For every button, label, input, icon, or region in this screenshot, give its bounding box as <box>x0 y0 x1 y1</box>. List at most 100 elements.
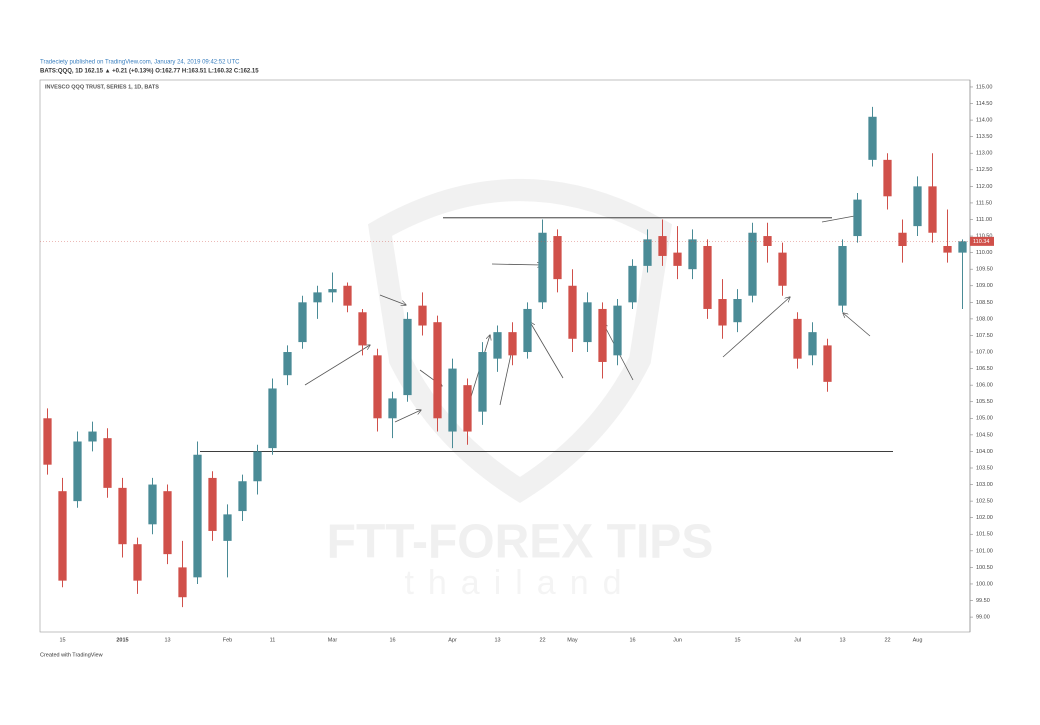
arrow <box>394 410 421 423</box>
y-tick-label: 109.00 <box>976 283 993 289</box>
candle-body <box>808 332 817 356</box>
x-tick-label: 16 <box>629 637 635 643</box>
candle-body <box>418 305 427 326</box>
y-tick-label: 104.50 <box>976 432 993 438</box>
arrow <box>304 345 370 386</box>
x-tick-label: 15 <box>734 637 740 643</box>
arrow <box>491 264 542 265</box>
candle-body <box>883 159 892 197</box>
y-tick-label: 112.50 <box>976 167 992 173</box>
candle-body <box>793 318 802 359</box>
candle-body <box>538 232 547 303</box>
candle-body <box>58 491 67 581</box>
candle-body <box>208 477 217 531</box>
candle-body <box>163 491 172 555</box>
x-tick-label: 22 <box>539 637 545 643</box>
arrow <box>530 322 564 379</box>
x-tick-label: Feb <box>223 637 232 643</box>
candle-body <box>958 241 967 253</box>
candle-body <box>433 322 442 419</box>
y-tick-label: 110.50 <box>976 234 992 240</box>
candle-body <box>628 265 637 303</box>
y-tick-label: 103.00 <box>976 482 993 488</box>
candle-body <box>508 332 517 356</box>
candle-body <box>598 308 607 362</box>
candle-body <box>583 302 592 343</box>
candle-body <box>658 236 667 256</box>
y-tick-label: 111.00 <box>976 217 992 223</box>
candle-body <box>493 332 502 359</box>
candle-body <box>898 232 907 246</box>
candle-body <box>298 302 307 343</box>
candle-body <box>613 305 622 356</box>
y-tick-label: 100.00 <box>976 581 993 587</box>
annotation-arrows <box>304 215 871 423</box>
x-tick-label: 16 <box>389 637 395 643</box>
candle-body <box>913 186 922 227</box>
candle-body <box>313 292 322 303</box>
candle-body <box>688 239 697 270</box>
y-tick-label: 101.50 <box>976 532 993 538</box>
candle-body <box>643 239 652 266</box>
y-tick-label: 99.00 <box>976 615 990 621</box>
candle-body <box>823 345 832 382</box>
arrow <box>843 313 871 337</box>
y-tick-label: 102.00 <box>976 515 993 521</box>
x-tick-label: 2015 <box>116 637 128 643</box>
y-tick-label: 106.50 <box>976 366 993 372</box>
arrow <box>722 297 790 358</box>
candle-body <box>103 438 112 488</box>
last-price-box <box>970 236 994 246</box>
x-tick-label: 13 <box>839 637 845 643</box>
y-tick-label: 101.00 <box>976 548 993 554</box>
candle-body <box>523 308 532 353</box>
x-tick-label: 13 <box>494 637 500 643</box>
y-tick-label: 99.50 <box>976 598 990 604</box>
x-tick-label: May <box>567 637 578 643</box>
y-tick-label: 113.00 <box>976 151 992 157</box>
x-tick-label: 11 <box>270 637 276 643</box>
x-tick-label: 22 <box>884 637 890 643</box>
candle-body <box>463 385 472 432</box>
y-tick-label: 115.00 <box>976 84 992 90</box>
candle-body <box>448 368 457 432</box>
candle-body <box>343 285 352 306</box>
candle-body <box>868 116 877 160</box>
y-tick-label: 105.50 <box>976 399 993 405</box>
candle-body <box>763 236 772 246</box>
published-line: Tradeciety published on TradingView.com,… <box>40 60 240 66</box>
candle-body <box>673 252 682 266</box>
x-tick-label: Jun <box>673 637 682 643</box>
x-tick-label: Jul <box>794 637 801 643</box>
x-tick-label: Aug <box>913 637 923 643</box>
x-tick-label: Apr <box>448 637 457 643</box>
y-tick-label: 106.00 <box>976 383 993 389</box>
x-tick-label: Mar <box>328 637 338 643</box>
candles <box>43 106 967 608</box>
x-tick-label: 15 <box>59 637 65 643</box>
y-tick-label: 108.00 <box>976 316 993 322</box>
candle-body <box>148 484 157 525</box>
candle-body <box>253 451 262 482</box>
y-tick-label: 105.00 <box>976 416 993 422</box>
candle-body <box>838 245 847 306</box>
candle-body <box>733 299 742 323</box>
candle-body <box>118 487 127 545</box>
candle-body <box>358 312 367 346</box>
candle-body <box>238 481 247 512</box>
candle-body <box>553 236 562 280</box>
y-tick-label: 107.00 <box>976 349 993 355</box>
watermark-sub: thailand <box>404 564 635 602</box>
candle-body <box>388 398 397 419</box>
watermark: FTT-FOREX TIPS thailand <box>327 179 713 602</box>
y-tick-label: 102.50 <box>976 499 993 505</box>
y-tick-label: 108.50 <box>976 300 993 306</box>
x-tick-label: 13 <box>164 637 170 643</box>
candle-body <box>748 232 757 296</box>
candle-body <box>43 418 52 465</box>
candle-body <box>928 186 937 233</box>
candle-body <box>478 352 487 412</box>
candle-body <box>943 245 952 253</box>
